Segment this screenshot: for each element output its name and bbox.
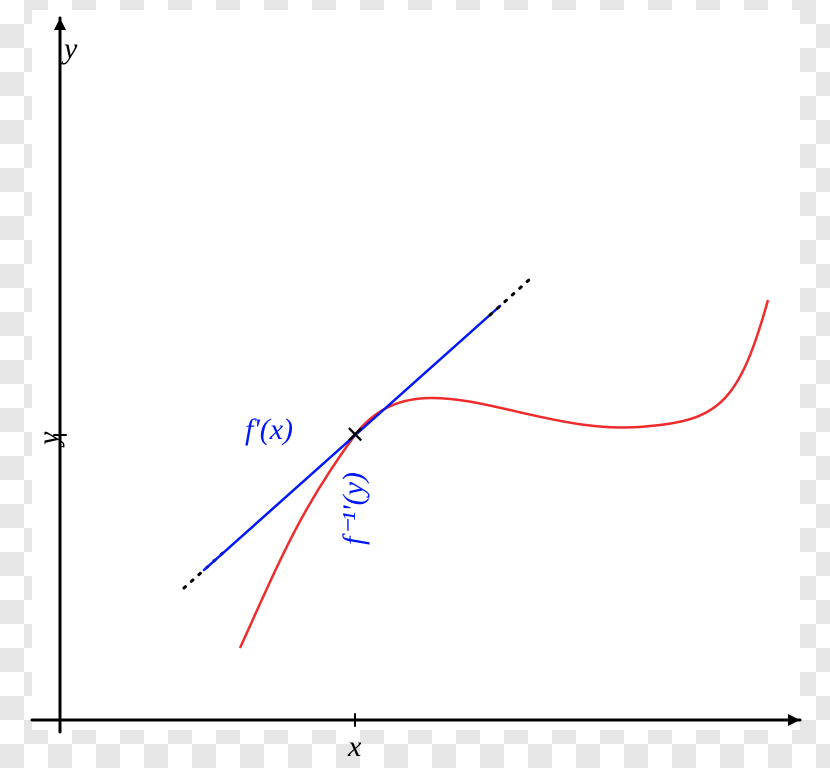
y-axis-arrow	[54, 18, 66, 30]
x-axis-arrow	[788, 714, 800, 726]
tangent-point-marker: ✕	[345, 421, 365, 449]
y-tick-label: y	[32, 432, 66, 445]
fprime-label: f'(x)	[245, 413, 293, 447]
finvprime-label: f⁻¹'(y)	[336, 472, 371, 545]
function-curve	[240, 300, 768, 648]
figure-canvas: ✕ x y y f'(x) f⁻¹'(y)	[0, 0, 830, 768]
x-axis-label: x	[348, 730, 361, 764]
plot-svg	[0, 0, 830, 768]
y-axis-label: y	[64, 32, 77, 66]
